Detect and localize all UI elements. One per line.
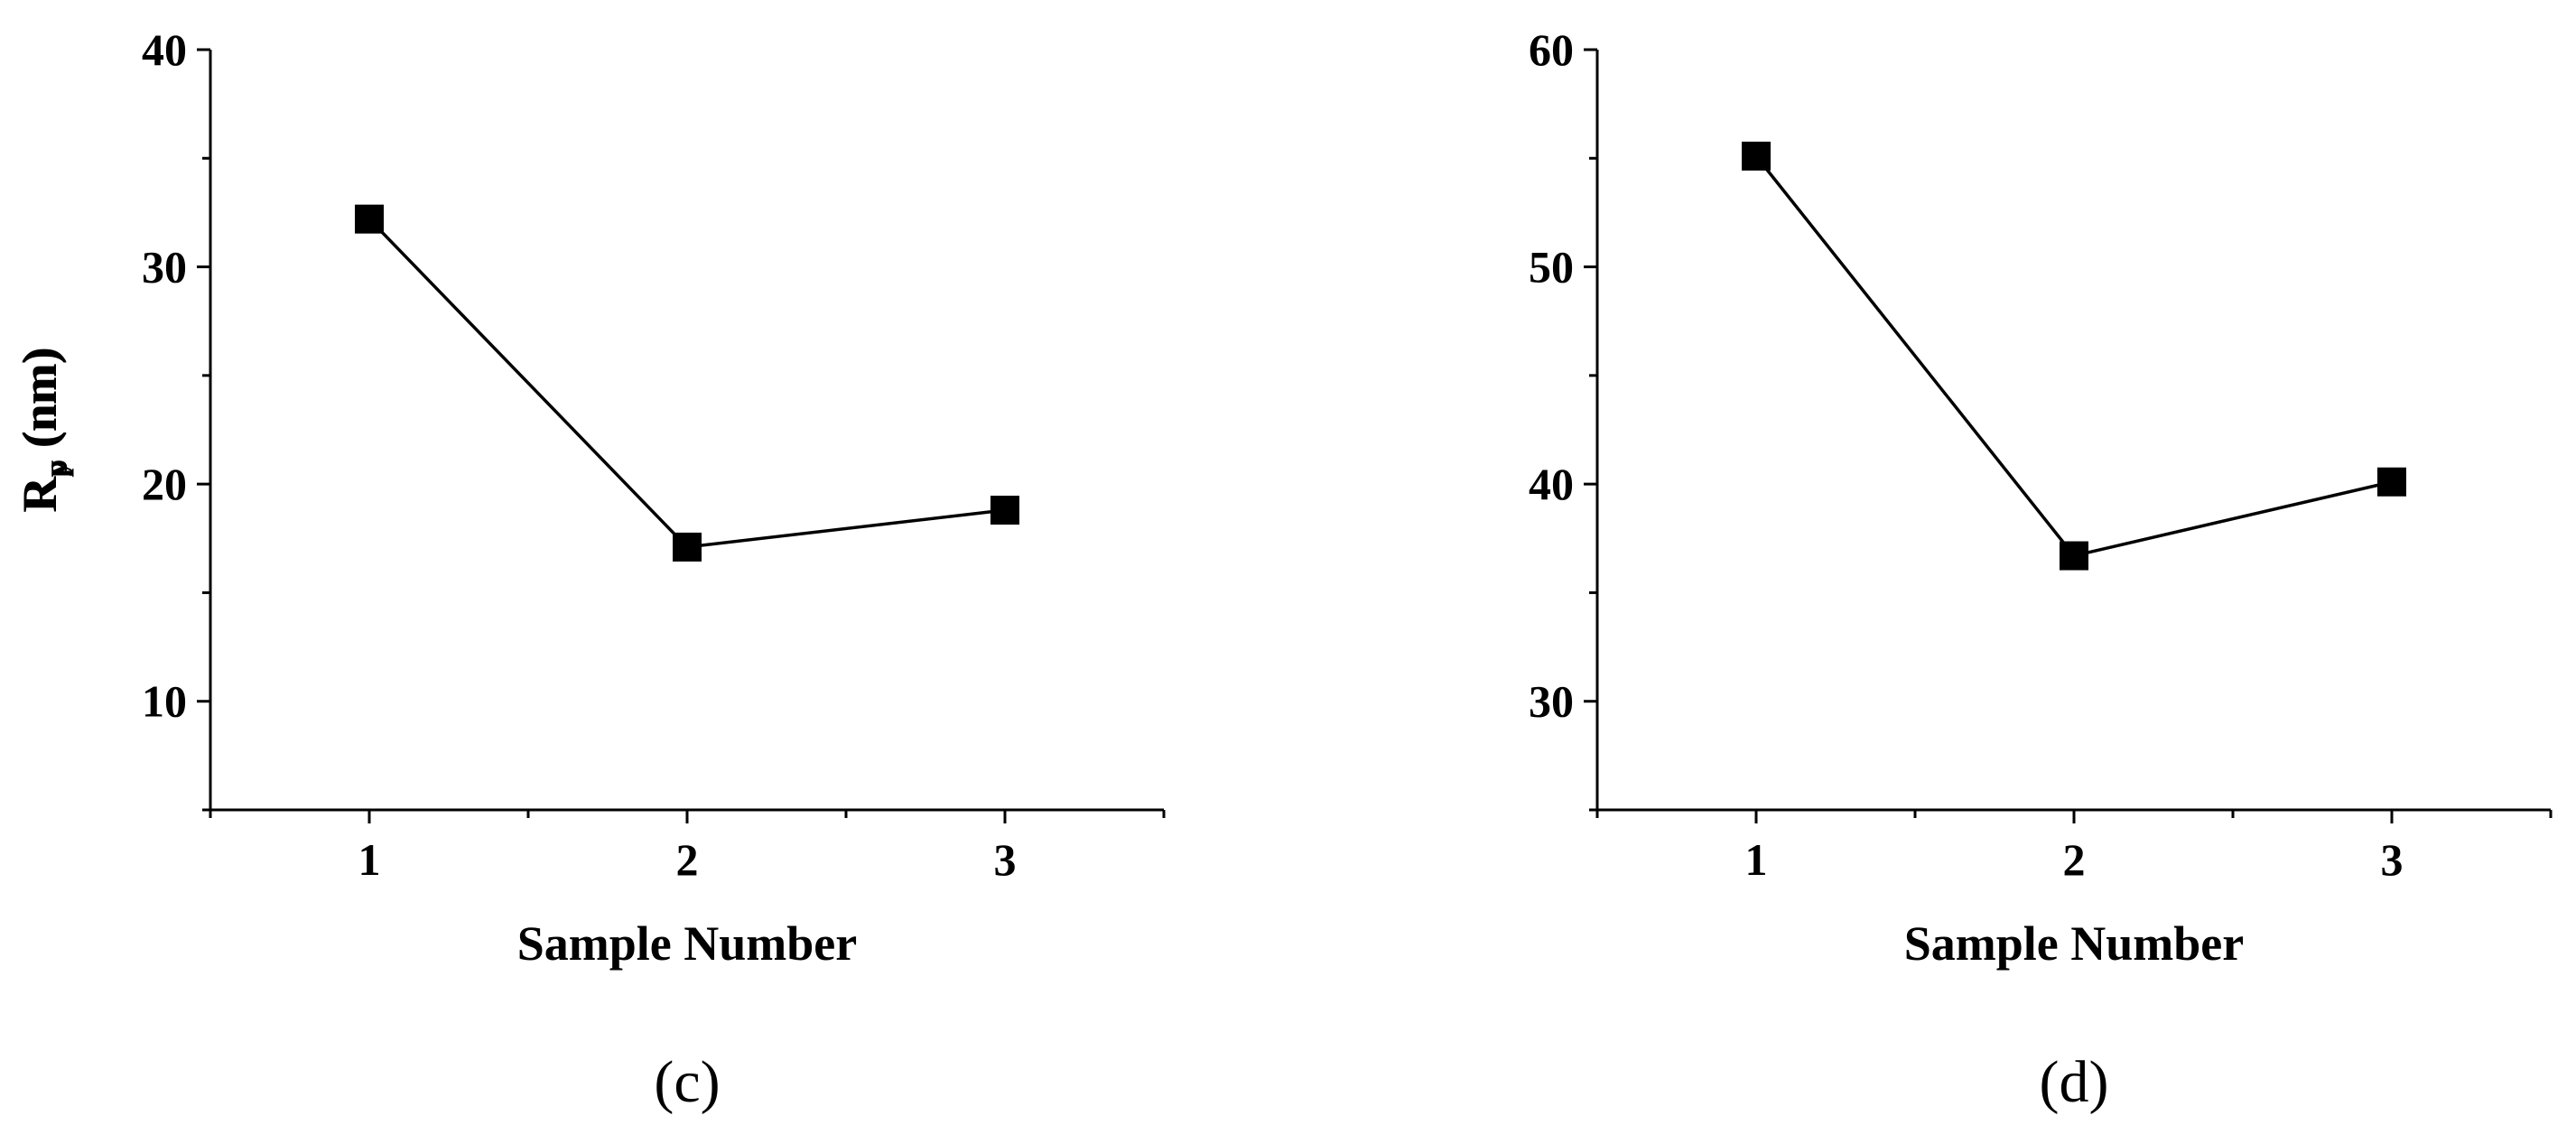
marker [2060, 541, 2088, 571]
y-axis-title-part: R [13, 477, 67, 513]
y-tick-label: 50 [1529, 242, 1574, 293]
y-tick-label: 40 [142, 24, 187, 75]
series-line [367, 218, 1006, 549]
marker [1742, 141, 1771, 171]
y-axis-title-part: R [13, 476, 67, 512]
series-line [1754, 154, 2393, 558]
x-tick-label: 3 [2381, 834, 2404, 885]
y-tick-label: 30 [1529, 676, 1574, 727]
y-tick-label: 10 [142, 676, 187, 727]
y-axis-title-part: (nm) [13, 347, 67, 459]
y-axis-title: Rp (nm) [13, 347, 74, 513]
x-tick-label: 2 [2063, 834, 2086, 885]
marker [355, 204, 384, 234]
y-tick-label: 60 [1529, 24, 1574, 75]
chart-panel: 10 20 30 40 1 2 3 Sample Number Rp (nm) (c) [13, 24, 1166, 1115]
marker [2377, 467, 2406, 497]
x-tick-label: 1 [1745, 834, 1768, 885]
y-tick-label: 40 [1529, 459, 1574, 509]
y-tick-label: 30 [142, 242, 187, 293]
x-tick-label: 1 [358, 834, 381, 885]
x-tick-label: 3 [994, 834, 1017, 885]
y-axis-title: Ry (nm) [13, 348, 74, 511]
marker [990, 496, 1019, 525]
y-axis-title-part: y [38, 460, 74, 477]
y-axis-title-part: (nm) [13, 348, 67, 460]
chart-panel: 30 40 50 60 1 2 3 Sample Number Ry (nm) (d) [13, 24, 2553, 1115]
marker [673, 532, 702, 562]
x-tick-label: 2 [676, 834, 699, 885]
x-axis-title: Sample Number [517, 916, 858, 971]
x-axis-title: Sample Number [1904, 916, 2245, 971]
caption: (d) [2040, 1049, 2109, 1115]
caption: (c) [654, 1049, 720, 1115]
y-axis-title-part: p [38, 460, 74, 478]
y-tick-label: 20 [142, 459, 187, 509]
